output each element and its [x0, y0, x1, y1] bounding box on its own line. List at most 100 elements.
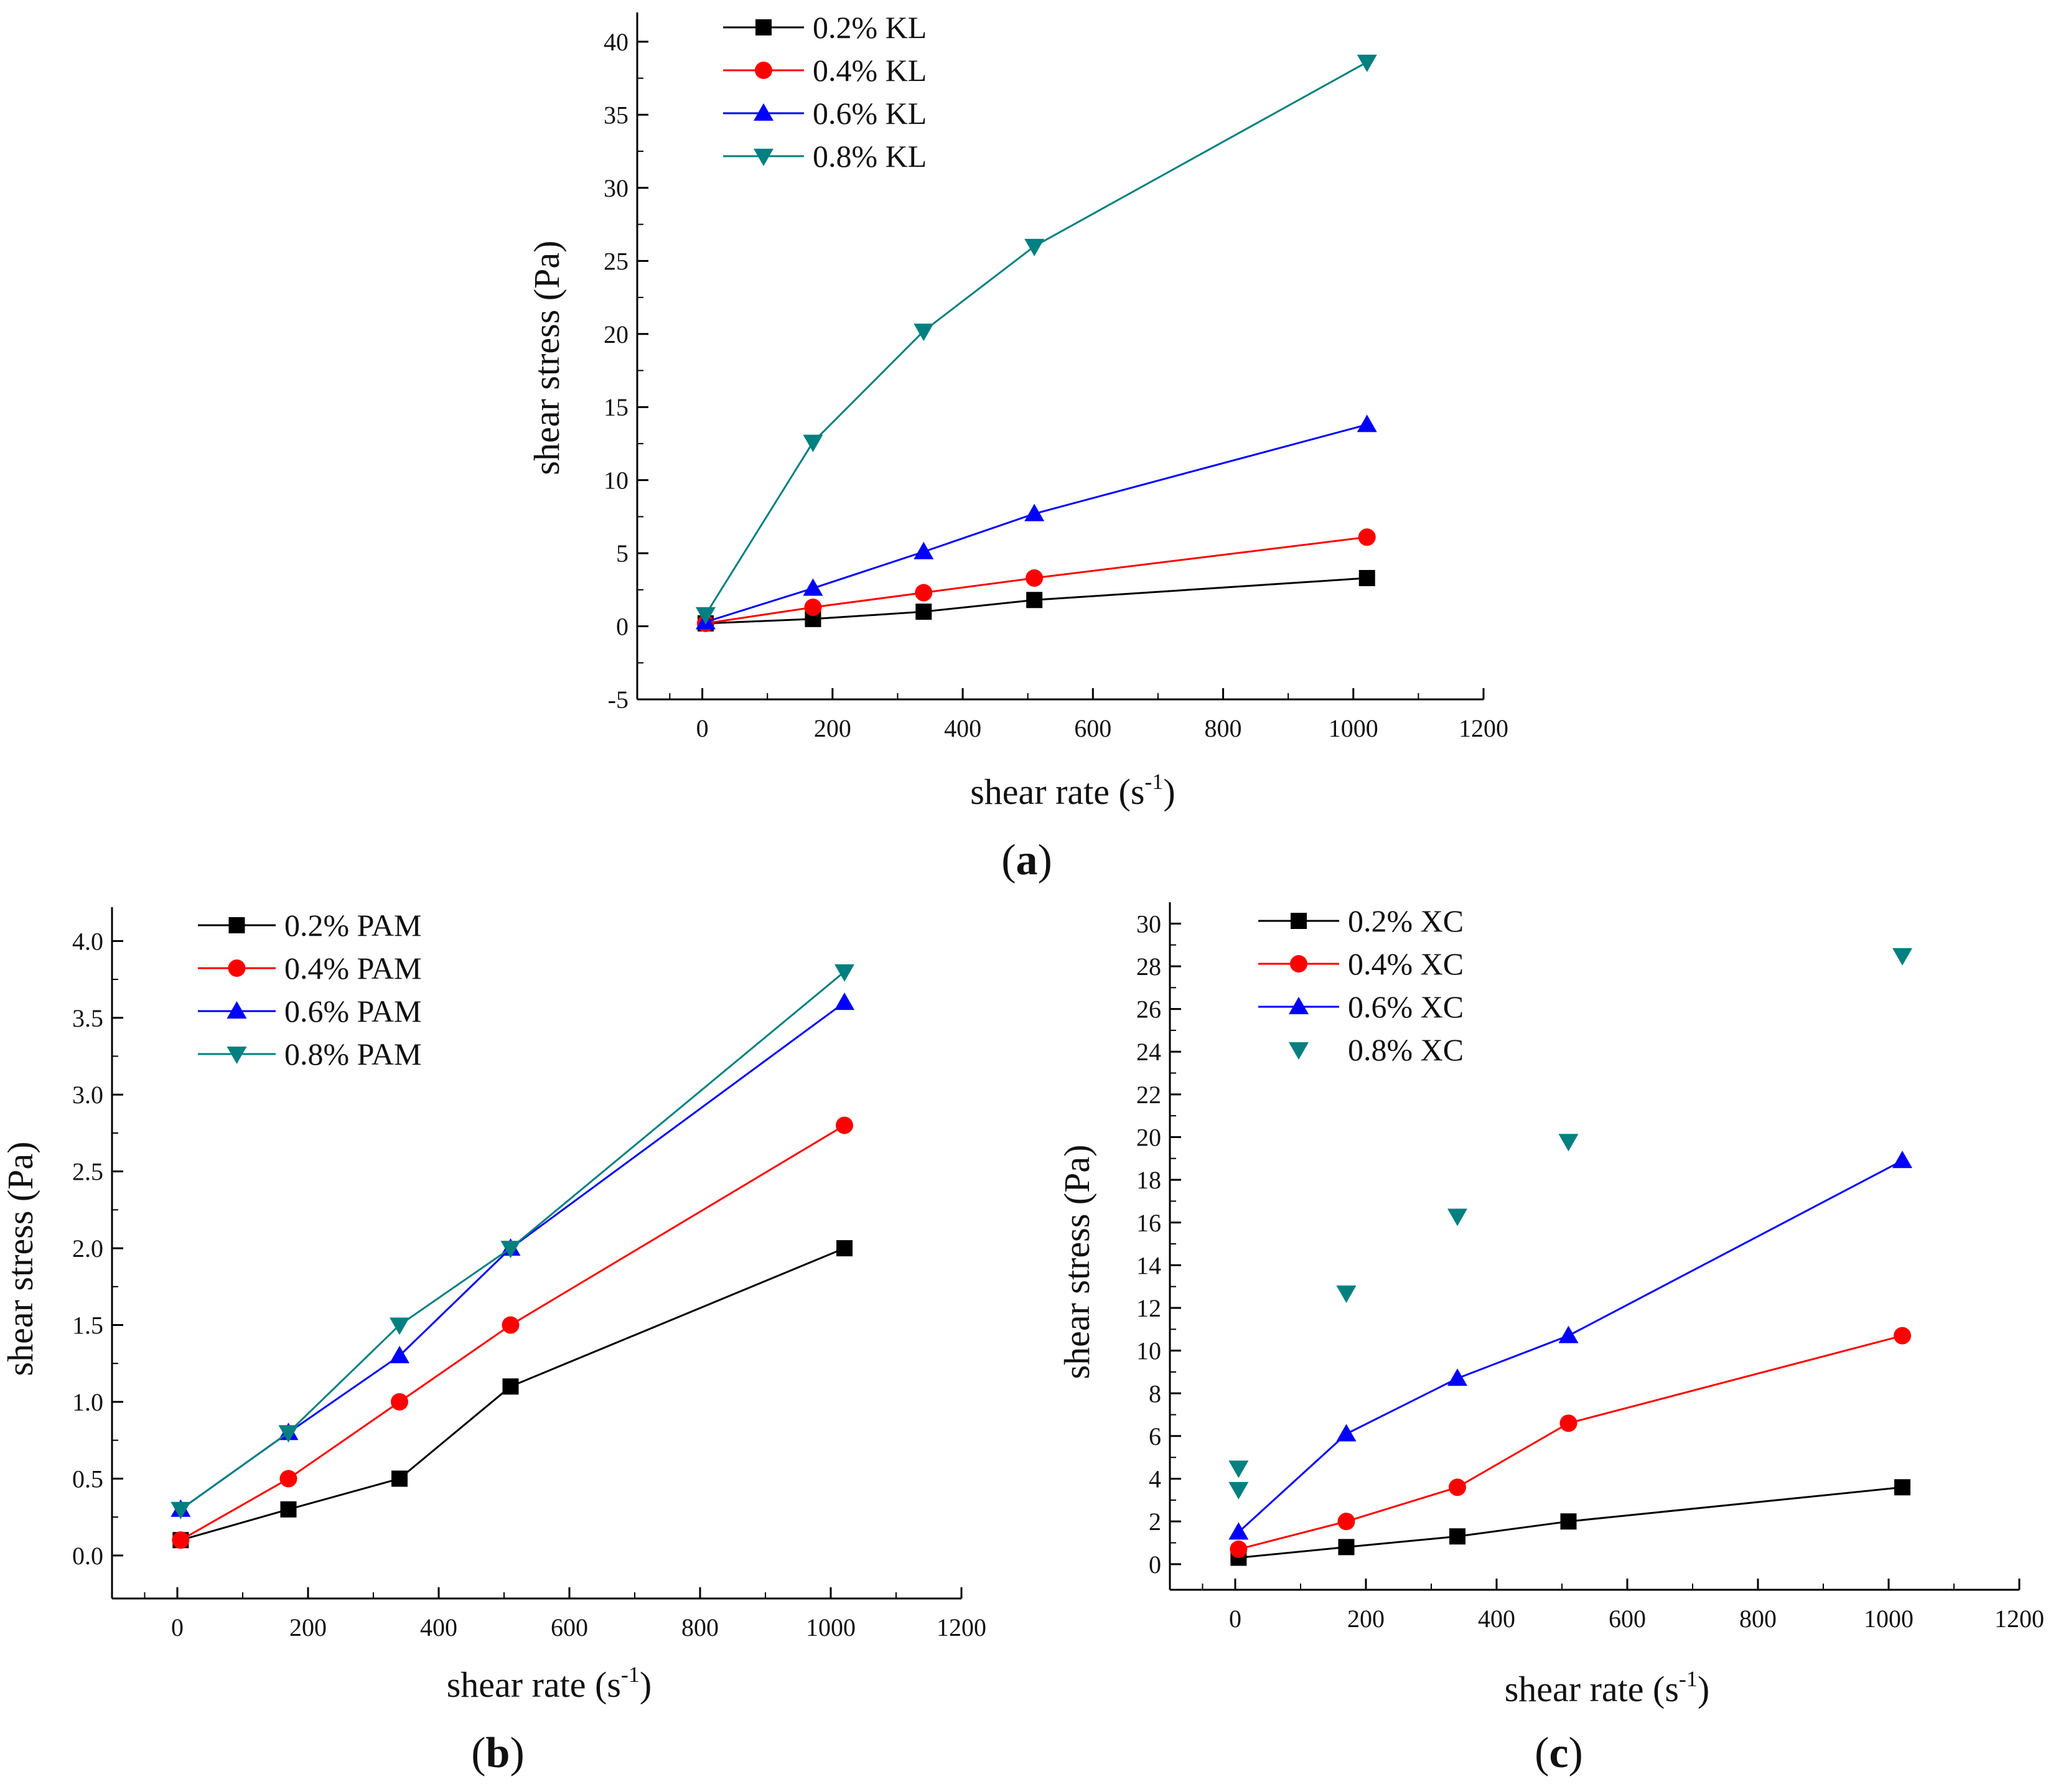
data-point: [834, 992, 855, 1010]
y-axis-label: shear stress (Pa): [1057, 1145, 1097, 1379]
y-tick-label: 5: [616, 539, 629, 567]
data-point: [280, 1501, 297, 1518]
y-tick-label: 3.0: [72, 1081, 103, 1109]
legend-entry: 0.6% XC: [1258, 989, 1464, 1024]
data-point: [1357, 414, 1377, 432]
data-point: [1558, 1134, 1579, 1152]
y-tick-label: 40: [604, 28, 629, 56]
y-tick-label: 6: [1149, 1422, 1161, 1450]
legend-marker: [755, 19, 772, 35]
data-point: [391, 1393, 408, 1411]
series-0-2-pam: [172, 1240, 853, 1549]
data-point: [278, 1425, 299, 1443]
x-tick-label: 0: [696, 714, 709, 742]
y-tick-label: 0: [1149, 1551, 1161, 1579]
y-tick-label: 4: [1149, 1465, 1161, 1493]
legend-marker: [228, 959, 246, 977]
y-tick-label: 20: [604, 320, 629, 348]
y-tick-label: 1.0: [72, 1388, 103, 1416]
x-tick-label: 200: [814, 714, 851, 742]
x-tick-label: 0: [171, 1613, 184, 1641]
series-0-4-kl: [696, 528, 1376, 632]
legend-label: 0.6% KL: [813, 96, 927, 131]
x-tick-label: 600: [1074, 714, 1111, 742]
legend-entry: 0.6% KL: [723, 96, 927, 131]
x-tick-label: 800: [1205, 714, 1242, 742]
data-point: [1357, 54, 1377, 72]
y-tick-label: 1.5: [72, 1312, 103, 1340]
legend-entry: 0.2% XC: [1258, 903, 1464, 938]
data-point: [1026, 592, 1043, 609]
legend-entry: 0.2% PAM: [198, 908, 421, 943]
legend-label: 0.2% XC: [1348, 903, 1464, 938]
x-tick-label: 400: [1478, 1605, 1515, 1633]
y-tick-label: 4.0: [72, 927, 103, 955]
data-point: [1336, 1285, 1357, 1303]
legend-marker: [227, 1047, 247, 1064]
y-tick-label: 18: [1136, 1166, 1161, 1194]
series-line: [180, 971, 846, 1511]
y-tick-label: 25: [604, 247, 629, 275]
legend-label: 0.8% KL: [813, 139, 927, 174]
data-point: [1026, 569, 1044, 587]
y-tick-label: 30: [604, 174, 629, 202]
data-point: [1447, 1368, 1467, 1386]
x-tick-label: 1000: [1329, 714, 1378, 742]
data-point: [834, 964, 855, 982]
data-point: [172, 1531, 190, 1549]
y-tick-label: 20: [1136, 1123, 1161, 1151]
x-axis-label: shear rate (s-1): [970, 769, 1175, 812]
x-tick-label: 1200: [1994, 1605, 2044, 1633]
y-tick-label: 12: [1136, 1294, 1161, 1322]
legend-entry: 0.6% PAM: [198, 994, 421, 1029]
x-tick-label: 1200: [1459, 714, 1508, 742]
legend-marker: [1291, 913, 1307, 929]
y-tick-label: 26: [1136, 996, 1161, 1024]
data-point: [500, 1241, 521, 1259]
data-point: [1024, 503, 1045, 521]
data-point: [836, 1116, 854, 1134]
data-point: [171, 1501, 191, 1519]
series-0-6-kl: [695, 414, 1377, 630]
data-point: [1230, 1540, 1248, 1558]
legend-label: 0.6% PAM: [284, 994, 421, 1029]
legend-entry: 0.2% KL: [723, 10, 927, 45]
data-point: [1559, 1414, 1577, 1432]
data-point: [1024, 238, 1045, 256]
data-point: [1894, 1327, 1912, 1345]
x-tick-label: 400: [420, 1613, 457, 1641]
data-point: [1560, 1513, 1577, 1530]
data-point: [1892, 948, 1913, 966]
y-tick-label: 14: [1136, 1251, 1161, 1279]
data-point: [915, 584, 933, 602]
x-tick-label: 0: [1229, 1605, 1241, 1633]
y-tick-label: 10: [1136, 1337, 1161, 1365]
y-tick-label: 3.5: [72, 1004, 103, 1032]
legend-label: 0.6% XC: [1348, 989, 1464, 1024]
y-tick-label: 10: [604, 467, 629, 495]
series-0-8-kl: [695, 54, 1377, 625]
y-tick-label: 15: [604, 393, 629, 421]
legend-marker: [754, 149, 773, 166]
x-tick-label: 800: [1739, 1605, 1777, 1633]
y-tick-label: 2.5: [72, 1158, 103, 1186]
legend-label: 0.2% PAM: [284, 908, 421, 943]
series-line: [180, 1001, 845, 1511]
legend-marker: [754, 103, 773, 121]
data-point: [1228, 1460, 1249, 1478]
y-tick-label: 0.5: [72, 1465, 103, 1493]
x-tick-label: 200: [289, 1613, 327, 1641]
legend-label: 0.4% PAM: [284, 951, 421, 986]
data-point: [1447, 1208, 1467, 1226]
data-point: [1894, 1479, 1911, 1496]
panel-label: (b): [471, 1729, 525, 1777]
series-0-4-xc: [1230, 1327, 1912, 1558]
series-0-2-xc: [1230, 1479, 1911, 1566]
y-tick-label: 30: [1136, 910, 1161, 938]
data-point: [1358, 570, 1375, 587]
series-0-6-xc: [1228, 1150, 1913, 1540]
x-tick-label: 1200: [937, 1613, 986, 1641]
series-line: [1238, 1159, 1903, 1533]
legend-marker: [755, 62, 772, 79]
